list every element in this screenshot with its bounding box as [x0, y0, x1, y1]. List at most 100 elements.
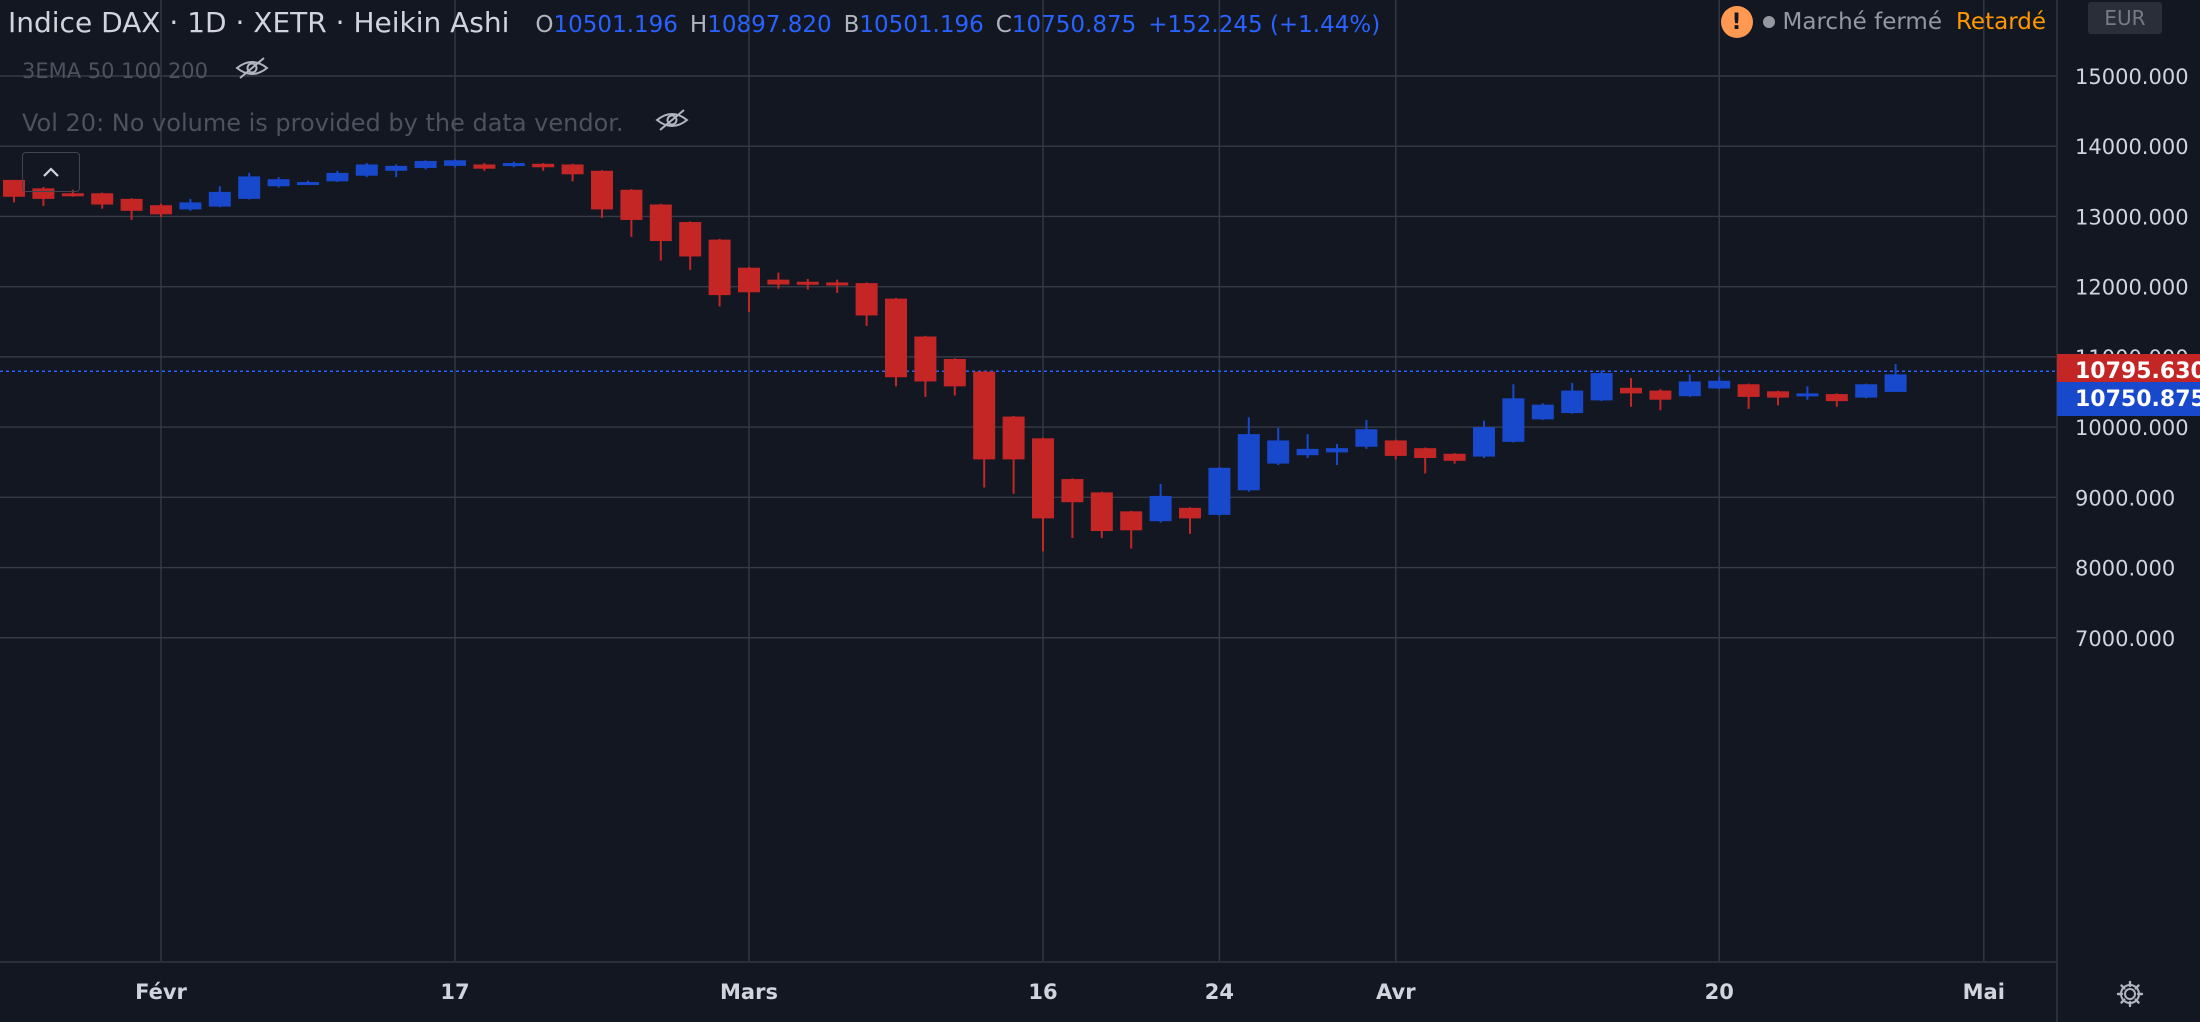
- candle-body: [267, 179, 290, 187]
- candle-body: [591, 170, 613, 210]
- candle-down: [973, 370, 996, 488]
- candle-down: [679, 221, 702, 270]
- candle-body: [1179, 507, 1201, 519]
- collapse-legend-button[interactable]: [22, 152, 80, 192]
- candle-body: [885, 298, 907, 378]
- candle-up: [1561, 382, 1584, 414]
- candle-down: [1384, 439, 1407, 460]
- candle-body: [1296, 448, 1319, 456]
- candle-body: [1473, 427, 1495, 457]
- candle-down: [1620, 377, 1642, 407]
- candle-body: [1620, 387, 1642, 394]
- candle-down: [120, 198, 143, 220]
- candle-down: [826, 279, 849, 293]
- candle-up: [267, 177, 290, 188]
- grid: [0, 0, 2057, 962]
- candle-up: [1708, 376, 1731, 390]
- candle-down: [620, 189, 643, 237]
- ema-indicator-legend[interactable]: 3EMA 50 100 200: [22, 56, 270, 85]
- candle-down: [708, 238, 731, 307]
- low-label: B: [843, 12, 860, 38]
- candle-body: [973, 371, 996, 460]
- legend-title-row: Indice DAX · 1D · XETR · Heikin Ashi O 10…: [8, 6, 1380, 39]
- candle-up: [1208, 467, 1231, 516]
- candle-down: [738, 266, 760, 312]
- price-tick-label: 14000.000: [2075, 135, 2189, 159]
- price-tick-label: 10000.000: [2075, 416, 2189, 440]
- candle-down: [885, 297, 907, 387]
- candle-down: [943, 358, 966, 396]
- candle-body: [414, 160, 437, 168]
- candle-up: [238, 172, 261, 200]
- candle-down: [649, 203, 672, 261]
- candle-body: [767, 279, 790, 285]
- candle-body: [1061, 479, 1084, 503]
- candle-body: [1767, 391, 1789, 398]
- candle-up: [1149, 483, 1172, 523]
- eye-off-icon[interactable]: [234, 56, 270, 85]
- time-axis[interactable]: Févr 17 Mars 16 24 Avr 20 Mai: [135, 980, 2005, 1004]
- candles: [3, 159, 1907, 552]
- open-value: 10501.196: [553, 12, 678, 38]
- candle-up: [385, 164, 408, 178]
- candle-body: [385, 165, 408, 171]
- candle-up: [1502, 384, 1525, 443]
- candle-body: [943, 358, 966, 387]
- candle-up: [502, 161, 525, 168]
- market-state: Marché fermé: [1782, 9, 1942, 35]
- candle-body: [1708, 380, 1731, 389]
- candle-down: [61, 189, 84, 197]
- candle-up: [1796, 386, 1819, 400]
- candle-body: [238, 176, 261, 199]
- symbol-title[interactable]: Indice DAX · 1D · XETR · Heikin Ashi: [8, 6, 510, 39]
- volume-indicator-legend[interactable]: Vol 20: No volume is provided by the dat…: [22, 108, 690, 138]
- candle-up: [1884, 364, 1907, 392]
- candle-body: [708, 239, 731, 296]
- candle-body: [914, 336, 937, 382]
- eye-off-icon[interactable]: [654, 108, 690, 138]
- candle-down: [1090, 491, 1113, 539]
- candle-body: [1120, 511, 1143, 531]
- candle-body: [1208, 467, 1231, 515]
- candle-down: [1767, 390, 1789, 406]
- market-status[interactable]: ! Marché fermé Retardé: [1720, 6, 2046, 38]
- candle-body: [1737, 384, 1760, 397]
- candle-up: [1267, 427, 1290, 466]
- candle-down: [532, 163, 555, 171]
- exchange: XETR: [253, 6, 327, 39]
- candle-body: [179, 202, 202, 210]
- chart-settings-button[interactable]: [2110, 974, 2150, 1014]
- candle-body: [150, 205, 172, 215]
- candle-body: [826, 282, 849, 286]
- candle-down: [1737, 383, 1760, 409]
- time-tick-label: Avr: [1376, 980, 1416, 1004]
- open-label: O: [535, 12, 554, 38]
- candle-body: [61, 193, 84, 197]
- candle-body: [297, 182, 319, 186]
- candle-body: [620, 189, 643, 220]
- candle-body: [1443, 453, 1466, 461]
- price-tick-label: 7000.000: [2075, 627, 2175, 651]
- candle-up: [1855, 383, 1878, 399]
- candle-body: [473, 164, 496, 169]
- candle-down: [855, 282, 878, 326]
- price-tick-label: 12000.000: [2075, 276, 2189, 300]
- candle-body: [1884, 374, 1907, 392]
- candle-down: [3, 179, 25, 203]
- time-tick-label: Mai: [1963, 980, 2005, 1004]
- candle-body: [502, 163, 525, 167]
- candle-body: [326, 172, 349, 182]
- candle-body: [208, 191, 231, 207]
- time-tick-label: Févr: [135, 980, 187, 1004]
- candle-body: [532, 163, 555, 168]
- candle-body: [796, 281, 819, 285]
- price-tick-label: 15000.000: [2075, 65, 2189, 89]
- candle-down: [1120, 510, 1143, 549]
- candle-body: [1237, 434, 1260, 491]
- candle-up: [1473, 420, 1495, 458]
- warning-icon[interactable]: !: [1720, 6, 1753, 38]
- candle-down: [150, 203, 172, 218]
- candle-up: [1678, 374, 1701, 397]
- currency-button[interactable]: EUR: [2088, 2, 2162, 34]
